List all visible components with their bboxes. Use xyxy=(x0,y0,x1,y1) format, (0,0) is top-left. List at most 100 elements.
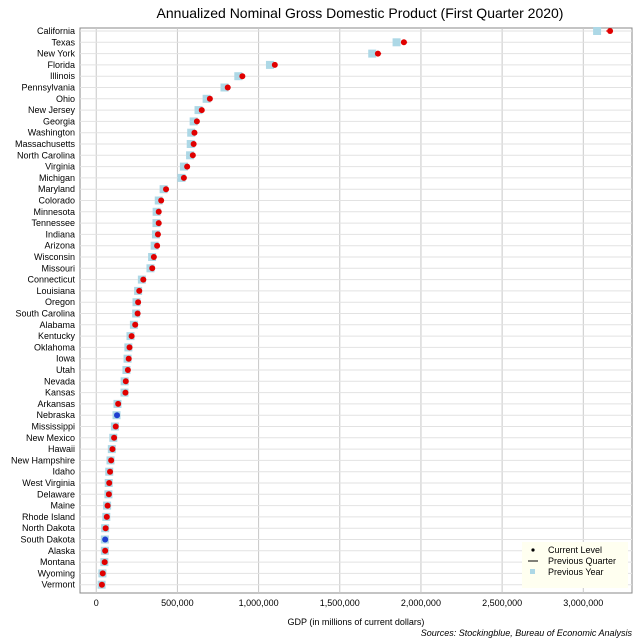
current-level-dot xyxy=(102,547,109,554)
current-level-dot xyxy=(189,152,196,159)
state-label: Iowa xyxy=(56,354,75,364)
current-level-dot xyxy=(150,254,157,260)
state-label: Washington xyxy=(28,128,75,138)
legend-prev-year-label: Previous Year xyxy=(548,567,604,577)
current-level-dot xyxy=(102,536,109,543)
current-level-dot xyxy=(184,163,191,170)
current-level-dot xyxy=(132,321,139,328)
x-tick-label: 500,000 xyxy=(161,598,194,608)
legend: Current Level Previous Quarter Previous … xyxy=(522,542,628,588)
state-label: Alaska xyxy=(48,546,75,556)
current-level-dot xyxy=(374,50,381,57)
state-label: California xyxy=(37,26,75,36)
state-label: Rhode Island xyxy=(22,512,75,522)
state-label: Colorado xyxy=(38,196,75,206)
legend-prev-quarter-label: Previous Quarter xyxy=(548,556,616,566)
state-label: Idaho xyxy=(52,467,75,477)
state-label: Georgia xyxy=(43,116,75,126)
current-level-dot xyxy=(239,73,246,80)
previous-year-marker xyxy=(593,27,602,35)
current-level-dot xyxy=(106,480,113,486)
state-label: Pennsylvania xyxy=(21,83,75,93)
state-label: Michigan xyxy=(39,173,75,183)
state-label: Alabama xyxy=(39,320,75,330)
legend-box xyxy=(522,542,628,588)
previous-year-marker xyxy=(368,49,377,58)
legend-prev-year-square-icon xyxy=(530,569,535,574)
state-label: Texas xyxy=(51,37,75,47)
current-level-dot xyxy=(99,570,106,577)
previous-year-marker xyxy=(179,162,188,171)
state-label: Indiana xyxy=(45,229,75,239)
previous-year-marker xyxy=(189,117,198,126)
current-level-dot xyxy=(122,389,129,396)
current-level-dot xyxy=(107,468,114,475)
current-level-dot xyxy=(102,525,109,532)
current-level-dot xyxy=(154,242,161,249)
current-level-dot xyxy=(149,265,156,272)
current-level-dot xyxy=(103,513,110,520)
state-label: North Dakota xyxy=(22,523,75,533)
current-level-dot xyxy=(140,276,147,283)
current-level-dot xyxy=(224,84,231,91)
chart-title: Annualized Nominal Gross Domestic Produc… xyxy=(157,5,564,21)
gridlines xyxy=(80,28,632,593)
x-tick-label: 0 xyxy=(94,598,99,608)
current-level-dot xyxy=(108,457,115,464)
state-label: North Carolina xyxy=(17,150,75,160)
previous-year-marker xyxy=(234,72,243,81)
state-label: South Carolina xyxy=(15,309,75,319)
current-level-dot xyxy=(190,141,197,147)
current-level-dot xyxy=(115,400,122,407)
state-label: New Hampshire xyxy=(11,455,75,465)
state-label: Massachusetts xyxy=(15,139,76,149)
current-level-dot xyxy=(135,299,142,306)
x-tick-label: 2,000,000 xyxy=(401,598,441,608)
state-label: Oklahoma xyxy=(34,342,75,352)
state-label: Montana xyxy=(40,557,75,567)
current-level-dot xyxy=(158,197,165,204)
state-label: South Dakota xyxy=(20,535,75,545)
current-level-dot xyxy=(128,333,135,340)
current-level-dot xyxy=(198,107,205,114)
current-level-dot xyxy=(122,378,129,385)
state-label: Florida xyxy=(47,60,75,70)
state-label: Arizona xyxy=(44,241,75,251)
current-level-dot xyxy=(155,208,162,215)
current-level-dot xyxy=(112,423,119,430)
state-label: Ohio xyxy=(56,94,75,104)
state-label: Arkansas xyxy=(37,399,75,409)
current-level-dot xyxy=(126,344,133,351)
state-label: Kansas xyxy=(45,388,76,398)
current-level-dot xyxy=(114,412,121,419)
current-level-dot xyxy=(607,28,614,34)
current-level-dot xyxy=(193,118,200,125)
current-level-dot xyxy=(124,367,131,373)
x-tick-label: 1,000,000 xyxy=(239,598,279,608)
state-label: Illinois xyxy=(50,71,76,81)
state-label: Kentucky xyxy=(38,331,76,341)
previous-year-marker xyxy=(392,38,401,47)
current-level-dot xyxy=(191,129,198,136)
state-label: Wisconsin xyxy=(34,252,75,262)
current-level-dot xyxy=(271,61,278,68)
previous-year-marker xyxy=(194,106,203,115)
state-label: Wyoming xyxy=(38,568,75,578)
plot-area xyxy=(79,27,633,594)
state-label: Louisiana xyxy=(36,286,75,296)
x-axis-title: GDP (in millions of current dollars) xyxy=(288,617,425,627)
current-level-dot xyxy=(101,559,108,566)
state-label: Tennessee xyxy=(31,218,75,228)
current-level-dot xyxy=(125,355,132,362)
state-label: Nevada xyxy=(44,376,75,386)
state-label: Mississippi xyxy=(31,422,75,432)
previous-year-marker xyxy=(187,128,196,137)
state-label: Connecticut xyxy=(27,275,75,285)
state-label: New Mexico xyxy=(26,433,75,443)
current-level-dot xyxy=(134,310,141,317)
state-label: Nebraska xyxy=(36,410,75,420)
current-level-dot xyxy=(98,581,105,588)
current-level-dot xyxy=(136,287,143,294)
